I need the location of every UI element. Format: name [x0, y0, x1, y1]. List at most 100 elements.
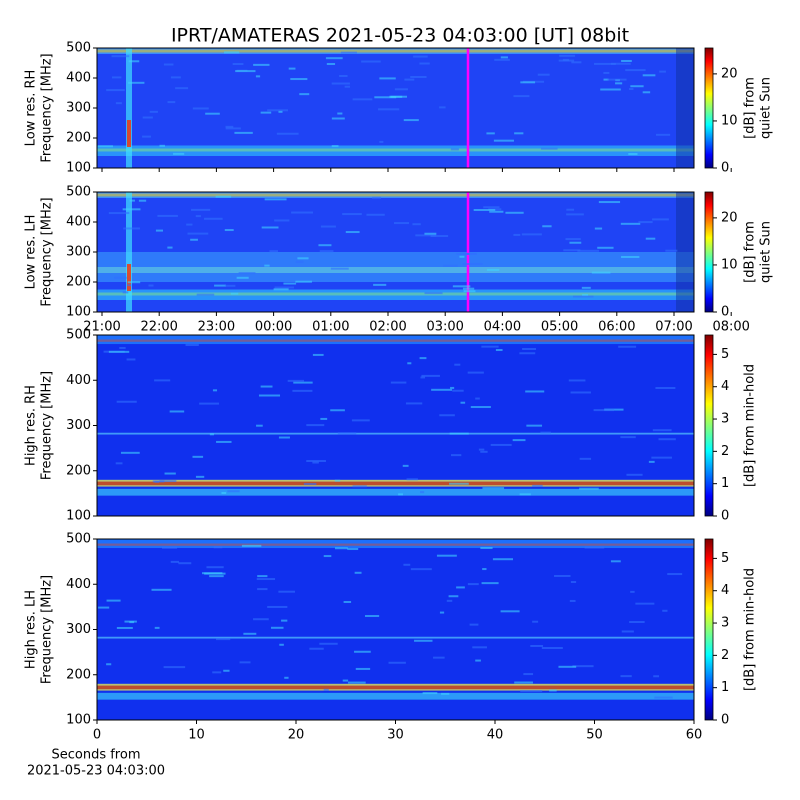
speckle [573, 295, 594, 298]
speckle [594, 62, 616, 65]
y-tick-label: 300 [66, 622, 91, 637]
speckle [106, 599, 121, 602]
x-tick-label: 10 [188, 728, 205, 743]
speckle [115, 102, 122, 105]
speckle [295, 280, 312, 283]
speckle [540, 147, 558, 150]
speckle [549, 689, 557, 692]
y-tick-label: 500 [66, 532, 91, 547]
speckle [235, 70, 256, 73]
speckle [284, 676, 289, 679]
speckle [122, 208, 141, 211]
y-tick-label: 500 [66, 41, 91, 56]
colorbar-tick-label: 2 [721, 648, 729, 663]
spectrogram-band [97, 636, 694, 639]
speckle [154, 626, 160, 629]
speckle [204, 217, 223, 220]
speckle [312, 461, 319, 464]
speckle [114, 276, 127, 279]
speckle [195, 475, 205, 478]
y-axis-label: Low res. RH [24, 70, 39, 147]
speckle [215, 638, 231, 641]
speckle [655, 387, 676, 390]
speckle [403, 563, 411, 566]
speckle [525, 390, 545, 393]
speckle [239, 661, 251, 664]
speckle [449, 482, 469, 485]
speckle [522, 347, 537, 350]
speckle [579, 487, 599, 490]
speckle [532, 620, 539, 623]
speckle [98, 606, 110, 609]
spectrogram-band [97, 481, 694, 486]
colorbar-tick-label: 3 [721, 616, 729, 631]
speckle [566, 208, 575, 211]
spectrogram-band [97, 148, 694, 152]
speckle [323, 555, 332, 558]
y-axis-label: Frequency [MHz] [40, 371, 55, 480]
speckle [288, 67, 296, 70]
speckle [569, 241, 582, 244]
speckle [106, 89, 125, 92]
speckle [373, 283, 387, 286]
speckle [206, 566, 224, 569]
speckle [199, 402, 220, 405]
speckle [173, 152, 185, 155]
speckle [116, 626, 133, 629]
speckle [652, 218, 669, 221]
x-tick-label: 06:00 [598, 320, 635, 335]
spectrogram-band [97, 145, 694, 156]
speckle [142, 135, 151, 138]
speckle [404, 78, 415, 81]
speckle [205, 112, 220, 115]
speckle [255, 75, 261, 78]
speckle [204, 572, 226, 575]
x-tick-label: 08:00 [712, 320, 749, 335]
speckle [154, 379, 171, 382]
speckle [224, 229, 234, 232]
speckle [256, 424, 263, 427]
y-tick-label: 200 [66, 463, 91, 478]
speckle [293, 381, 313, 384]
speckle [621, 255, 640, 258]
speckle [169, 410, 185, 413]
speckle [273, 288, 289, 291]
spectrogram-band [97, 432, 694, 435]
speckle [155, 229, 163, 232]
speckle [127, 284, 132, 287]
speckle [120, 451, 140, 454]
speckle [319, 642, 338, 645]
y-axis-label: Frequency [MHz] [40, 575, 55, 684]
speckle [260, 385, 273, 388]
speckle [493, 139, 514, 142]
speckle [97, 145, 114, 148]
speckle [238, 272, 256, 275]
speckle [521, 233, 542, 236]
x-tick-label: 22:00 [140, 320, 177, 335]
speckle [355, 667, 371, 670]
speckle [195, 215, 201, 218]
colorbar-label: [dB] from [743, 221, 758, 283]
speckle [337, 432, 357, 435]
speckle [297, 257, 309, 260]
speckle [209, 575, 224, 578]
speckle [196, 293, 215, 296]
y-tick-label: 100 [66, 713, 91, 728]
speckle [127, 281, 141, 284]
speckle [186, 223, 193, 226]
speckle [638, 221, 653, 224]
y-axis-label: Frequency [MHz] [40, 53, 55, 162]
y-axis-label: High res. RH [24, 385, 39, 466]
speckle [603, 71, 610, 74]
speckle [209, 433, 214, 436]
speckle [513, 233, 521, 236]
speckle [163, 666, 186, 669]
colorbar-tick-label: 3 [721, 412, 729, 427]
spectrogram-band [97, 267, 694, 273]
x-tick-label: 05:00 [541, 320, 578, 335]
colorbar-tick-label: 4 [721, 583, 729, 598]
speckle [470, 406, 491, 409]
speckle [309, 647, 324, 650]
speckle [393, 222, 410, 225]
